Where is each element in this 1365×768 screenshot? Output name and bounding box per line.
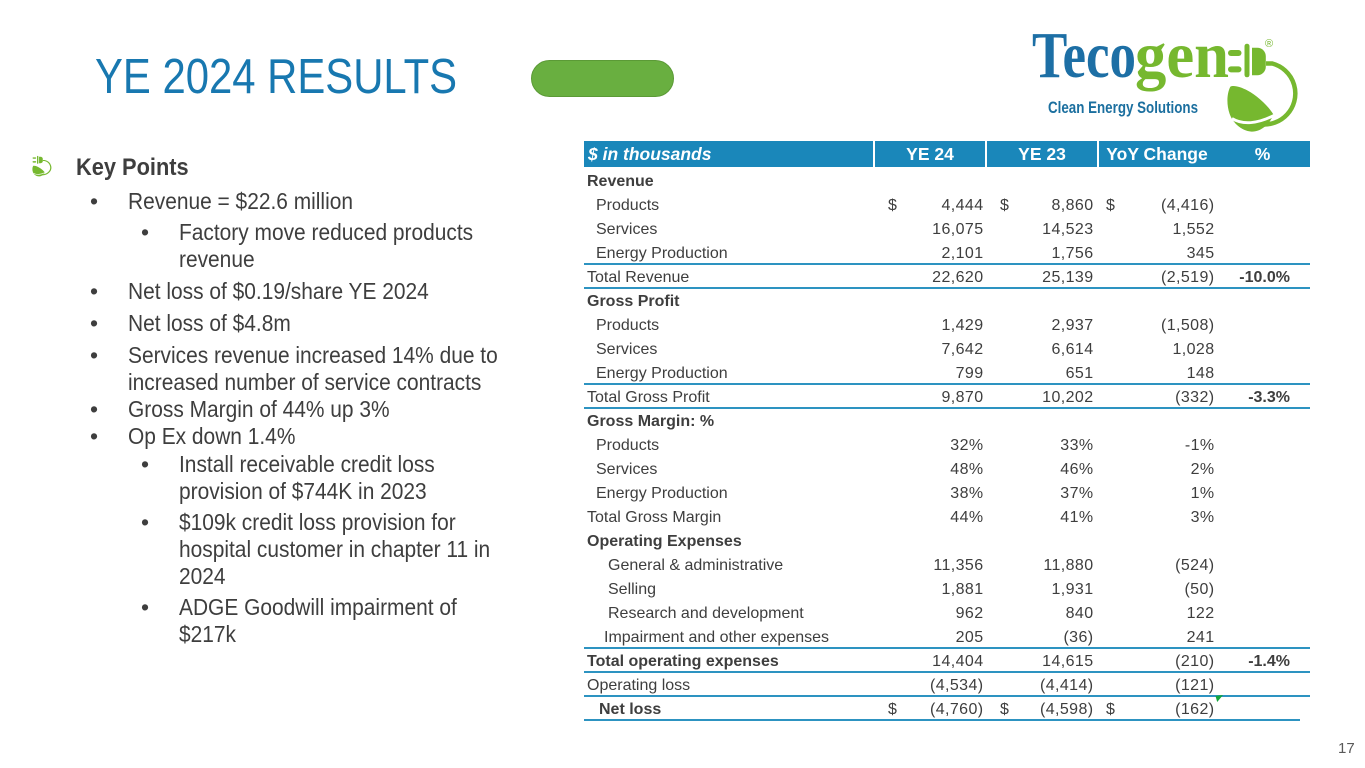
svg-text:gen: gen [1135, 28, 1229, 92]
svg-text:Teco: Teco [1032, 28, 1136, 92]
svg-text:®: ® [1265, 38, 1273, 50]
svg-text:Clean Energy Solutions: Clean Energy Solutions [1048, 98, 1198, 117]
